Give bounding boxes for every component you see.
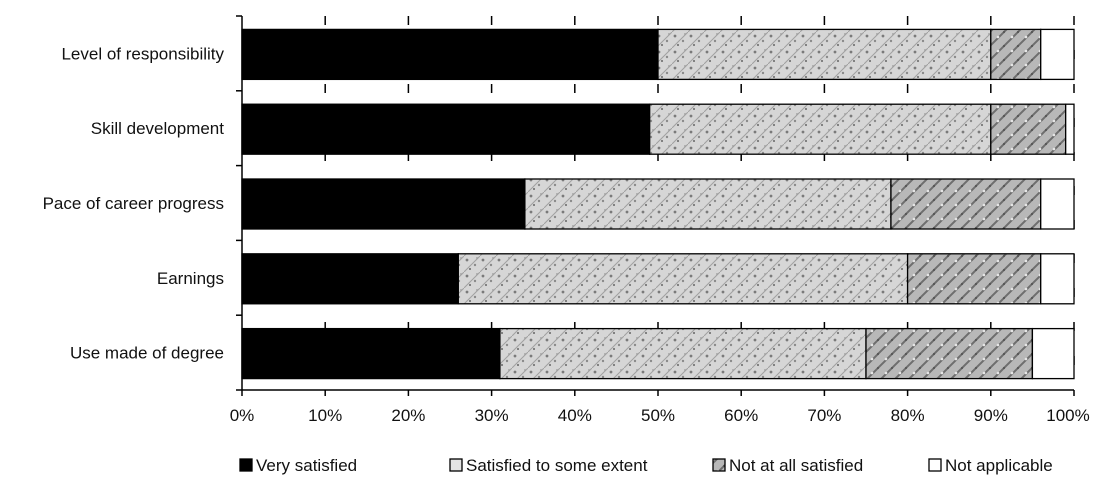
bar-segment bbox=[1031, 327, 1075, 380]
legend-label: Not at all satisfied bbox=[729, 456, 863, 475]
bar-segment bbox=[1040, 253, 1075, 305]
legend-swatch bbox=[449, 458, 463, 472]
x-tick-label: 80% bbox=[891, 406, 925, 425]
legend-swatch bbox=[239, 458, 253, 472]
category-label: Pace of career progress bbox=[43, 194, 224, 213]
bar-segment bbox=[1040, 178, 1075, 230]
bar-segment bbox=[241, 253, 459, 305]
category-label: Skill development bbox=[91, 119, 225, 138]
bar-segment bbox=[241, 178, 526, 230]
bar-segment bbox=[241, 28, 659, 81]
x-tick-labels: 0% 10% 20% 30% 40% 50% 60% 70% 80% 90% 100% bbox=[230, 406, 1090, 425]
legend-swatch bbox=[712, 458, 726, 472]
legend-label: Satisfied to some extent bbox=[466, 456, 648, 475]
legend: Very satisfied Satisfied to some extent No… bbox=[239, 456, 1053, 475]
bar-segment bbox=[990, 103, 1067, 155]
bar-segment bbox=[524, 178, 892, 230]
x-tick-label: 20% bbox=[391, 406, 425, 425]
x-tick-label: 60% bbox=[724, 406, 758, 425]
bar-segment bbox=[890, 178, 1042, 230]
x-tick-label: 10% bbox=[308, 406, 342, 425]
legend-label: Not applicable bbox=[945, 456, 1053, 475]
bar-segment bbox=[241, 327, 501, 380]
x-tick-label: 0% bbox=[230, 406, 255, 425]
category-labels: Level of responsibility Skill development… bbox=[43, 44, 225, 362]
category-label: Level of responsibility bbox=[61, 44, 224, 63]
category-label: Use made of degree bbox=[70, 344, 224, 363]
axes bbox=[236, 15, 1075, 396]
bar-segment bbox=[649, 103, 992, 155]
x-tick-label: 40% bbox=[558, 406, 592, 425]
bars bbox=[241, 28, 1075, 380]
legend-label: Very satisfied bbox=[256, 456, 357, 475]
x-tick-label: 50% bbox=[641, 406, 675, 425]
bar-segment bbox=[657, 28, 992, 81]
bar-segment bbox=[1065, 103, 1075, 155]
bar-segment bbox=[241, 103, 651, 155]
bar-segment bbox=[499, 327, 867, 380]
x-tick-label: 100% bbox=[1046, 406, 1089, 425]
x-tick-label: 30% bbox=[475, 406, 509, 425]
bar-segment bbox=[906, 253, 1042, 305]
legend-swatch bbox=[928, 458, 942, 472]
category-label: Earnings bbox=[157, 269, 224, 288]
bar-segment bbox=[865, 327, 1034, 380]
x-tick-label: 70% bbox=[807, 406, 841, 425]
bar-segment bbox=[1040, 28, 1075, 81]
bar-segment bbox=[990, 28, 1042, 81]
x-tick-label: 90% bbox=[974, 406, 1008, 425]
grid-lines bbox=[324, 16, 1075, 390]
bar-segment bbox=[457, 253, 909, 305]
